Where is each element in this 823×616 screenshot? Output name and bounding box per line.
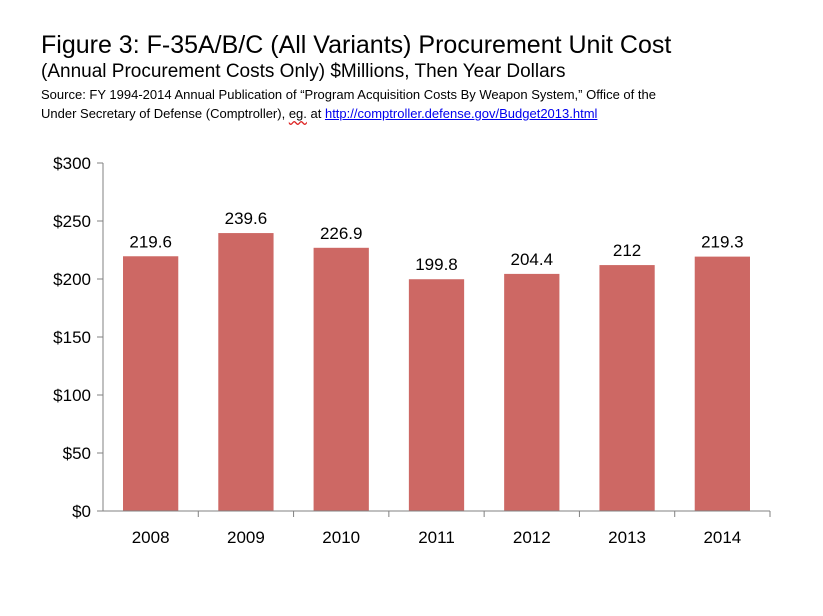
- chart-header: Figure 3: F-35A/B/C (All Variants) Procu…: [41, 30, 811, 123]
- y-tick-label: $150: [53, 328, 91, 347]
- x-tick-label: 2014: [703, 528, 741, 547]
- data-label: 219.3: [701, 233, 744, 252]
- source-line-1: Source: FY 1994-2014 Annual Publication …: [41, 87, 656, 102]
- x-tick-label: 2011: [418, 528, 455, 547]
- chart-title: Figure 3: F-35A/B/C (All Variants) Procu…: [41, 31, 672, 59]
- bar-2010: [313, 247, 369, 511]
- source-note: Source: FY 1994-2014 Annual Publication …: [41, 85, 811, 123]
- data-label: 239.6: [225, 209, 268, 228]
- data-label: 204.4: [511, 250, 554, 269]
- source-at: at: [306, 106, 325, 121]
- source-eg: eg.: [288, 106, 307, 121]
- x-tick-label: 2008: [132, 528, 170, 547]
- x-tick-label: 2012: [513, 528, 551, 547]
- x-tick-label: 2013: [608, 528, 646, 547]
- bar-2014: [694, 256, 750, 511]
- y-tick-label: $250: [53, 212, 91, 231]
- data-label: 212: [613, 241, 641, 260]
- x-tick-label: 2010: [322, 528, 360, 547]
- data-label: 199.8: [415, 255, 458, 274]
- bar-2008: [123, 256, 179, 511]
- y-tick-label: $200: [53, 270, 91, 289]
- bar-2011: [408, 279, 465, 511]
- bar-2009: [218, 233, 274, 511]
- source-line-2-prefix: Under Secretary of Defense (Comptroller)…: [41, 106, 289, 121]
- y-tick-label: $100: [53, 386, 91, 405]
- bar-2013: [599, 265, 655, 511]
- x-tick-label: 2009: [227, 528, 265, 547]
- data-label: 226.9: [320, 224, 363, 243]
- bar-2012: [504, 273, 560, 511]
- data-label: 219.6: [129, 232, 172, 251]
- chart-subtitle: (Annual Procurement Costs Only) $Million…: [41, 61, 566, 82]
- y-tick-label: $0: [72, 502, 91, 521]
- y-tick-label: $50: [63, 444, 91, 463]
- y-tick-label: $300: [53, 154, 91, 173]
- source-link[interactable]: http://comptroller.defense.gov/Budget201…: [324, 106, 598, 121]
